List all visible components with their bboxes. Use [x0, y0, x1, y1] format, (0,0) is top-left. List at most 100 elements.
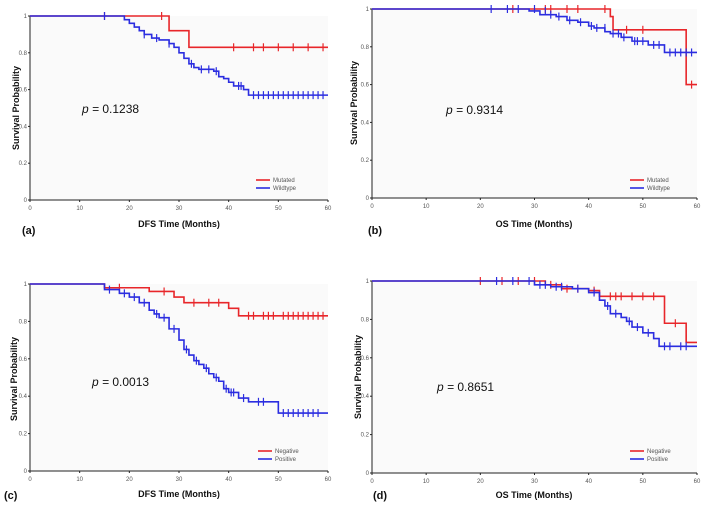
- panel-letter: (a): [22, 225, 36, 237]
- legend-label: Mutated: [647, 178, 669, 184]
- km-chart-c: Survival Probability DFS Time (Months) (…: [4, 282, 332, 502]
- legend-label: Wildtype: [273, 186, 297, 192]
- y-tick-label: 0.2: [361, 158, 370, 164]
- y-tick-label: 0.4: [361, 394, 370, 400]
- y-tick-label: 0: [366, 471, 370, 477]
- legend-label: Positive: [647, 457, 669, 463]
- x-tick-label: 60: [694, 479, 701, 485]
- x-tick-label: 40: [225, 206, 232, 212]
- x-tick-label: 50: [639, 479, 646, 485]
- plot-area: [372, 281, 697, 473]
- km-chart-a: Survival Probability DFS Time (Months) (…: [11, 12, 332, 237]
- p-value: p = 0.0013: [91, 375, 149, 389]
- x-tick-label: 60: [694, 204, 701, 210]
- x-tick-label: 30: [531, 204, 538, 210]
- p-value-number: 0.9314: [466, 103, 503, 117]
- x-tick-label: 30: [176, 477, 183, 483]
- panel-letter: (b): [368, 225, 382, 237]
- x-tick-label: 50: [639, 204, 646, 210]
- x-tick-label: 60: [325, 206, 332, 212]
- y-tick-label: 0.8: [361, 317, 370, 323]
- x-axis-label: DFS Time (Months): [138, 219, 220, 229]
- km-panel-b: Survival Probability OS Time (Months) (b…: [345, 0, 720, 240]
- p-value-prefix: p =: [436, 380, 457, 394]
- y-tick-label: 0.2: [19, 432, 28, 438]
- y-tick-label: 0.6: [361, 83, 370, 89]
- x-tick-label: 10: [423, 479, 430, 485]
- x-axis-label: OS Time (Months): [496, 219, 573, 229]
- series-line-wildtype: [372, 8, 697, 54]
- y-tick-label: 0.4: [361, 120, 370, 126]
- series-line-mutated: [30, 15, 328, 49]
- y-axis-label: Survival Probability: [11, 66, 21, 150]
- x-tick-label: 20: [477, 204, 484, 210]
- y-tick-label: 0.8: [19, 51, 28, 57]
- y-tick-label: 0.6: [361, 356, 370, 362]
- y-tick-label: 0.6: [19, 357, 28, 363]
- y-tick-label: 0.8: [361, 45, 370, 51]
- x-axis-label: OS Time (Months): [496, 490, 573, 500]
- y-axis-label: Survival Probability: [9, 337, 19, 421]
- km-chart-b: Survival Probability OS Time (Months) (b…: [349, 5, 701, 237]
- p-value-number: 0.8651: [457, 380, 494, 394]
- legend-label: Negative: [647, 449, 671, 455]
- km-panel-c: Survival Probability DFS Time (Months) (…: [0, 275, 345, 510]
- km-chart-d: Survival Probability OS Time (Months) (d…: [353, 277, 701, 502]
- p-value-prefix: p =: [81, 102, 102, 116]
- p-value: p = 0.8651: [436, 380, 494, 394]
- y-tick-label: 0.4: [19, 394, 28, 400]
- y-tick-label: 0: [24, 198, 28, 204]
- y-tick-label: 0.4: [19, 124, 28, 130]
- x-tick-label: 50: [275, 206, 282, 212]
- series-line-mutated: [372, 8, 697, 86]
- x-tick-label: 20: [126, 477, 133, 483]
- x-tick-label: 10: [76, 206, 83, 212]
- x-tick-label: 10: [423, 204, 430, 210]
- series-line-negative: [30, 283, 328, 317]
- x-tick-label: 40: [585, 479, 592, 485]
- y-tick-label: 1: [366, 279, 370, 285]
- x-tick-label: 40: [585, 204, 592, 210]
- panel-letter: (d): [373, 490, 387, 502]
- p-value-prefix: p =: [445, 103, 466, 117]
- series-line-wildtype: [30, 15, 328, 96]
- x-tick-label: 10: [76, 477, 83, 483]
- legend-label: Positive: [275, 457, 297, 463]
- p-value-prefix: p =: [91, 375, 112, 389]
- x-axis-label: DFS Time (Months): [138, 489, 220, 499]
- x-tick-label: 20: [477, 479, 484, 485]
- y-axis-label: Survival Probability: [353, 335, 363, 419]
- y-tick-label: 1: [24, 282, 28, 288]
- legend-label: Mutated: [273, 178, 295, 184]
- p-value-number: 0.0013: [112, 375, 149, 389]
- x-tick-label: 60: [325, 477, 332, 483]
- x-tick-label: 30: [176, 206, 183, 212]
- km-panel-d: Survival Probability OS Time (Months) (d…: [345, 275, 720, 510]
- y-tick-label: 0.2: [361, 433, 370, 439]
- x-tick-label: 0: [370, 204, 374, 210]
- y-tick-label: 1: [366, 7, 370, 13]
- legend-label: Wildtype: [647, 186, 671, 192]
- y-tick-label: 1: [24, 14, 28, 20]
- x-tick-label: 50: [275, 477, 282, 483]
- y-tick-label: 0: [24, 469, 28, 475]
- y-axis-label: Survival Probability: [349, 61, 359, 145]
- x-tick-label: 0: [370, 479, 374, 485]
- x-tick-label: 0: [28, 477, 32, 483]
- x-tick-label: 40: [225, 477, 232, 483]
- y-tick-label: 0.6: [19, 88, 28, 94]
- p-value: p = 0.9314: [445, 103, 503, 117]
- legend-label: Negative: [275, 449, 299, 455]
- y-tick-label: 0.2: [19, 161, 28, 167]
- y-tick-label: 0.8: [19, 319, 28, 325]
- p-value-number: 0.1238: [102, 102, 139, 116]
- plot-area: [30, 16, 328, 200]
- panel-letter: (c): [4, 490, 18, 502]
- km-panel-a: Survival Probability DFS Time (Months) (…: [0, 0, 345, 240]
- series-line-positive: [30, 283, 328, 414]
- p-value: p = 0.1238: [81, 102, 139, 116]
- plot-area: [372, 9, 697, 198]
- x-tick-label: 0: [28, 206, 32, 212]
- x-tick-label: 20: [126, 206, 133, 212]
- x-tick-label: 30: [531, 479, 538, 485]
